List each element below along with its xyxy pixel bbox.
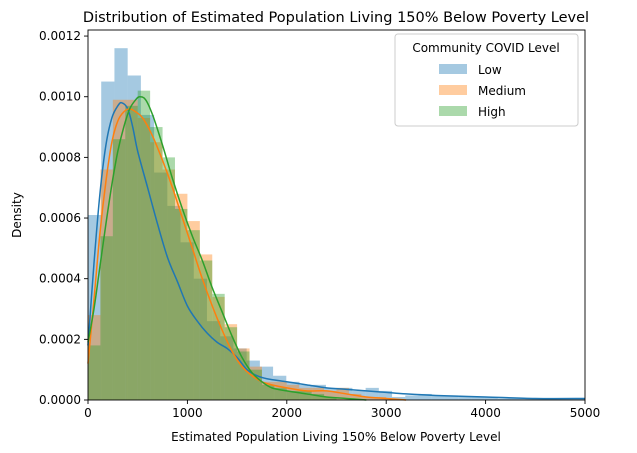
legend-box: [394, 33, 579, 127]
bar: [125, 105, 138, 400]
y-tick-label: 0.0002: [39, 332, 81, 346]
x-tick-label: 0: [84, 406, 92, 420]
kde-line-high: [87, 95, 367, 401]
bars-low: [88, 48, 585, 401]
y-tick-label: 0.0012: [39, 29, 81, 43]
kde-line-low: [87, 101, 586, 400]
legend-label: High: [478, 105, 506, 119]
bar: [212, 296, 225, 400]
legend-swatch-high: [439, 106, 467, 116]
bar: [150, 127, 163, 400]
bar: [114, 48, 128, 401]
y-axis-ticks: 0.0000 0.0002 0.0004 0.0006 0.0008 0.0010 0.00…: [39, 29, 88, 407]
bar: [348, 393, 362, 400]
bars-high: [88, 90, 337, 401]
bar: [444, 395, 459, 400]
bar: [199, 254, 213, 400]
bar: [405, 395, 419, 400]
x-axis-ticks: 0 1000 2000 3000 4000 5000: [84, 400, 600, 420]
legend-swatch-low: [439, 64, 467, 74]
legend: Community COVID Level Low Medium High: [394, 33, 579, 127]
histogram-bars: [88, 48, 585, 401]
bar: [167, 205, 181, 400]
bar: [101, 81, 115, 401]
bar: [497, 398, 512, 400]
bar: [261, 384, 275, 400]
bar: [392, 396, 406, 400]
x-tick-label: 4000: [470, 406, 501, 420]
chart-title: Distribution of Estimated Population Liv…: [83, 10, 589, 26]
bar: [484, 396, 498, 400]
bar: [88, 345, 101, 400]
y-tick-label: 0.0008: [39, 150, 81, 164]
y-tick-label: 0.0000: [39, 393, 81, 407]
bar: [249, 369, 262, 400]
bar: [174, 208, 188, 400]
bar: [361, 396, 374, 400]
bar: [199, 260, 213, 400]
x-tick-label: 5000: [570, 406, 601, 420]
bar: [418, 393, 432, 400]
bar: [137, 90, 151, 401]
bar: [125, 99, 138, 401]
bar: [286, 390, 300, 400]
bar: [511, 398, 525, 400]
bar: [162, 169, 175, 400]
bar: [137, 117, 151, 401]
bar: [471, 396, 485, 400]
legend-label: Medium: [478, 84, 526, 98]
x-tick-label: 3000: [371, 406, 402, 420]
bar: [311, 393, 325, 400]
bar: [187, 221, 200, 400]
legend-label: Low: [478, 63, 502, 77]
bar: [220, 336, 234, 400]
legend-title: Community COVID Level: [412, 41, 559, 55]
bar: [286, 381, 300, 400]
bar: [206, 321, 221, 400]
bar: [324, 396, 337, 400]
y-axis-label: Density: [10, 192, 24, 238]
bar: [224, 327, 238, 400]
bar: [154, 172, 168, 400]
bar: [233, 348, 247, 400]
bar: [140, 114, 155, 400]
bar: [249, 366, 262, 400]
bar: [431, 395, 445, 400]
bar: [299, 390, 312, 400]
bar: [112, 99, 126, 401]
legend-swatch-medium: [439, 85, 467, 95]
bar: [524, 398, 538, 400]
kde-line-medium: [87, 108, 407, 401]
bar: [212, 293, 225, 400]
plot-frame: [87, 29, 586, 401]
y-tick-label: 0.0006: [39, 211, 81, 225]
bar: [193, 278, 207, 400]
bar: [162, 157, 175, 400]
y-tick-label: 0.0010: [39, 90, 81, 104]
bar: [324, 390, 337, 400]
bar: [261, 381, 275, 400]
x-tick-label: 1000: [172, 406, 203, 420]
x-tick-label: 2000: [272, 406, 303, 420]
kde-curves: [87, 95, 586, 401]
bar: [378, 390, 393, 400]
bar: [458, 396, 472, 400]
y-tick-label: 0.0004: [39, 272, 81, 286]
bar: [299, 384, 313, 400]
bar: [112, 139, 126, 400]
bar: [100, 236, 113, 400]
bar: [180, 242, 194, 400]
x-axis-label: Estimated Population Living 150% Below P…: [171, 430, 501, 444]
legend-items: Low Medium High: [439, 63, 526, 119]
bar: [174, 193, 188, 400]
bar: [127, 75, 141, 400]
bar: [100, 169, 113, 400]
